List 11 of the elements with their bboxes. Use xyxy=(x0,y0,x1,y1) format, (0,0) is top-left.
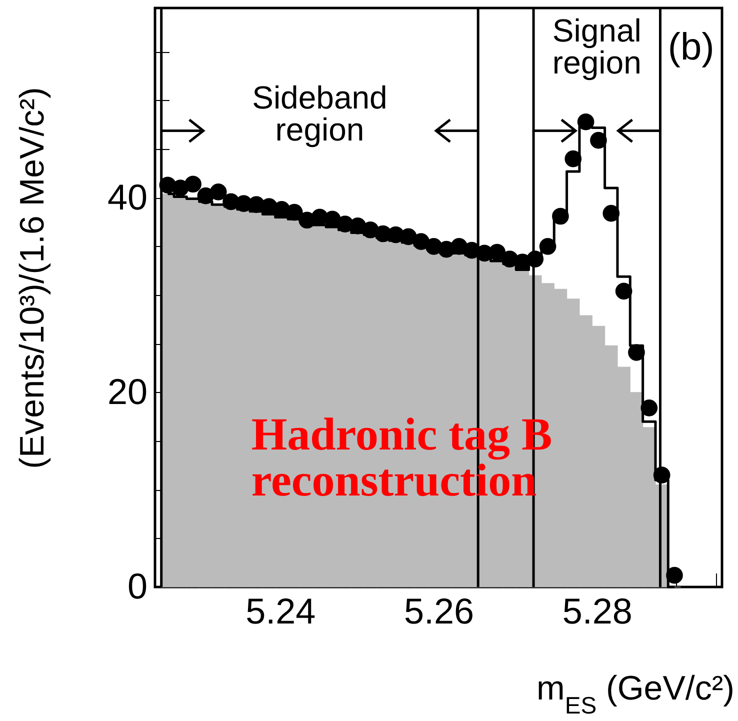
x-tick-label: 5.28 xyxy=(562,590,632,632)
x-axis-title: m$_{ES}$ (GeV/c²) xyxy=(536,670,734,719)
y-tick-label: 0 xyxy=(127,566,148,606)
y-tick-label: 20 xyxy=(107,370,148,412)
y-axis-title: (Events/10³)/(1.6 MeV/c²) xyxy=(14,87,52,469)
x-tick-label: 5.26 xyxy=(404,590,474,632)
annotation: Sideband region xyxy=(252,79,388,148)
y-tick-label: 40 xyxy=(107,176,148,218)
annotation: Signal region xyxy=(552,12,642,81)
x-tick-label: 5.24 xyxy=(246,590,316,632)
annotation: (b) xyxy=(668,26,714,69)
